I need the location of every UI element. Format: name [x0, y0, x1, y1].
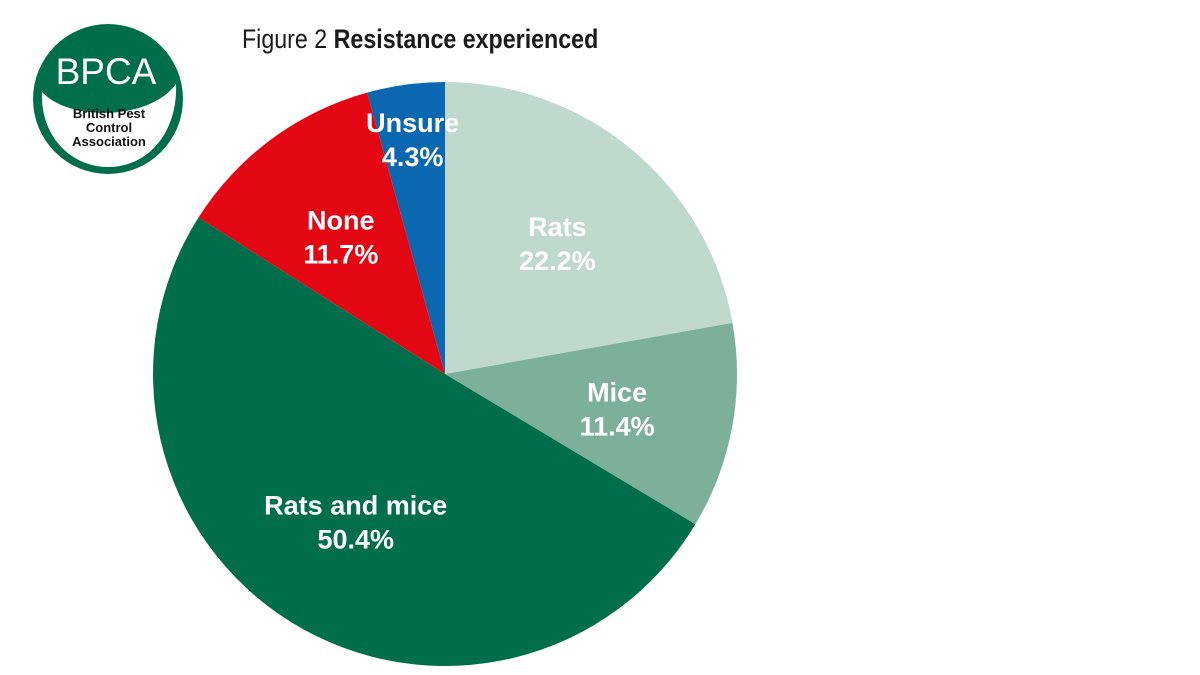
figure-title-text: Resistance experienced — [333, 24, 599, 54]
slice-label-rats-and-mice: Rats and mice — [264, 491, 447, 521]
logo-name-line-2: Control — [86, 120, 132, 135]
pie-slices — [153, 82, 737, 666]
pie-labels: Rats 22.2% Mice 11.4% Rats and mice 50.4% None… — [264, 108, 654, 554]
logo-inner-panel — [41, 84, 177, 167]
logo-name-line-3: Association — [72, 134, 146, 149]
slice-value-unsure: 4.3% — [382, 142, 444, 172]
pie-slice-none — [198, 92, 445, 375]
pie-slice-rats — [445, 82, 733, 374]
slice-label-rats: Rats — [528, 212, 587, 242]
pie-slice-rats-and-mice — [153, 217, 696, 666]
logo-name-line-1: British Pest — [73, 106, 146, 121]
figure-number: Figure 2 — [242, 24, 328, 54]
slice-label-none: None — [307, 205, 375, 235]
pie-slice-mice — [445, 322, 737, 525]
bpca-logo: BPCA British Pest Control Association — [33, 24, 183, 174]
slice-value-rats-and-mice: 50.4% — [317, 525, 394, 555]
slice-label-mice: Mice — [587, 378, 647, 408]
pie-slice-unsure — [367, 82, 445, 374]
slice-value-none: 11.7% — [303, 239, 378, 269]
slice-value-rats: 22.2% — [519, 246, 596, 276]
figure-title: Figure 2 Resistance experienced — [242, 24, 598, 55]
logo-acronym: BPCA — [56, 51, 157, 92]
slice-value-mice: 11.4% — [580, 412, 655, 442]
slice-label-unsure: Unsure — [366, 108, 459, 138]
